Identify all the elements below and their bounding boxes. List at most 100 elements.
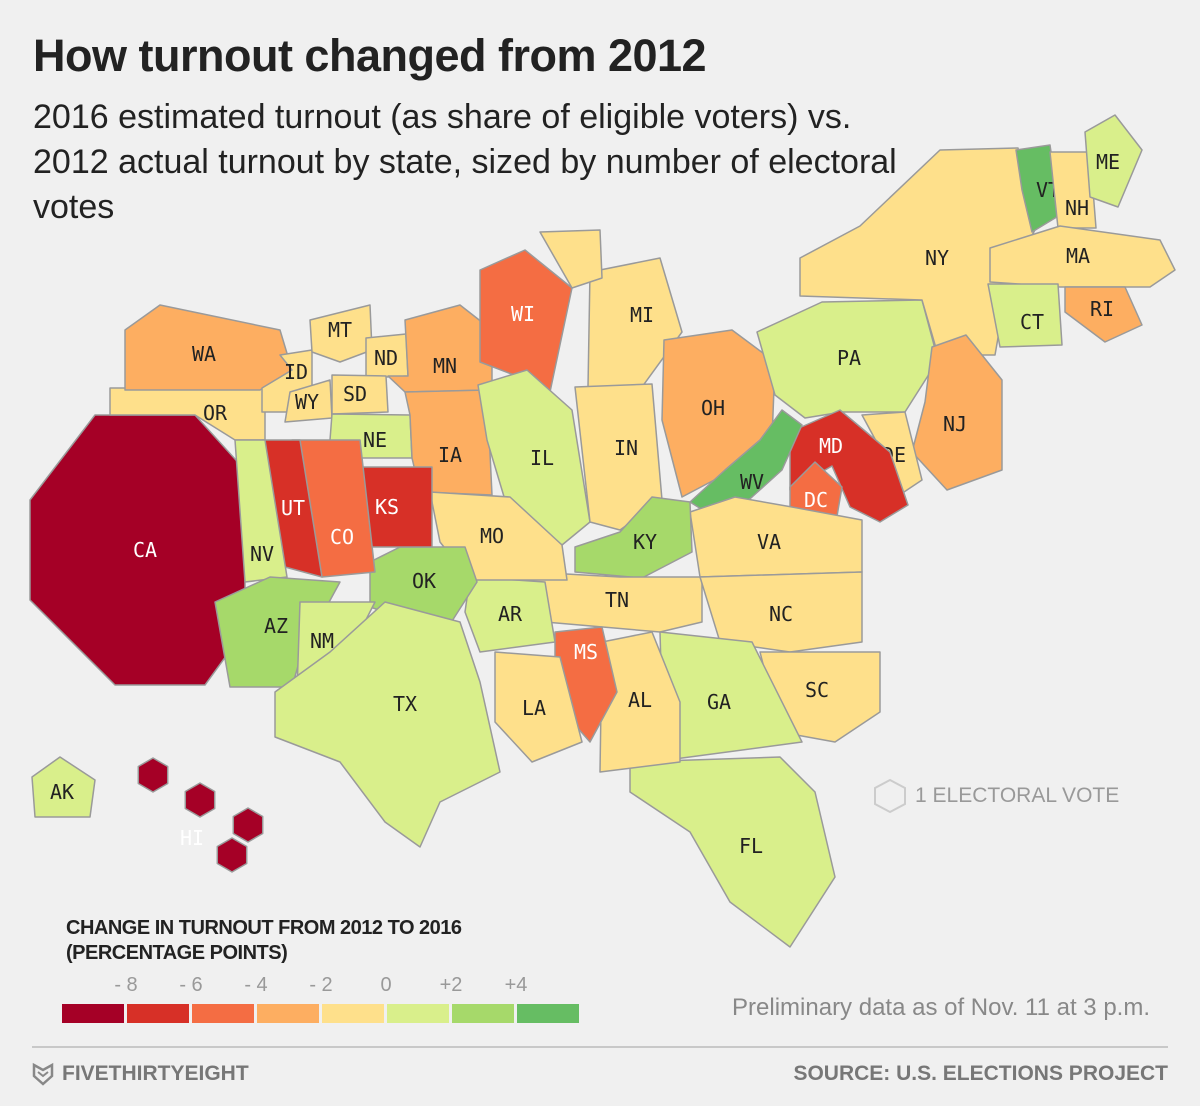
state-me: ME xyxy=(1084,114,1143,208)
state-nd: ND xyxy=(365,333,409,379)
state-label: KS xyxy=(375,495,399,519)
state-label: IN xyxy=(614,436,638,460)
state-tx: TX xyxy=(274,601,501,848)
legend-swatch xyxy=(517,1004,579,1023)
state-label: WY xyxy=(295,390,319,414)
legend-swatch xyxy=(257,1004,319,1023)
state-shape xyxy=(31,756,96,818)
state-shape xyxy=(911,334,1003,491)
legend-color-bar xyxy=(62,1004,579,1023)
brand-name: FIVETHIRTYEIGHT xyxy=(62,1062,249,1085)
state-mn: MN xyxy=(387,304,493,393)
legend-tick: - 6 xyxy=(179,974,203,996)
state-shape xyxy=(574,496,693,579)
state-shape xyxy=(184,782,216,818)
legend-tick: - 8 xyxy=(114,974,138,996)
state-label: MI xyxy=(630,303,654,327)
state-shape xyxy=(1049,151,1097,229)
state-label: AL xyxy=(628,688,652,712)
state-label: CT xyxy=(1020,310,1044,334)
electoral-vote-key-label: 1 ELECTORAL VOTE xyxy=(915,784,1120,807)
state-label: VA xyxy=(757,530,781,554)
state-label: OR xyxy=(203,401,228,425)
legend-swatch xyxy=(322,1004,384,1023)
state-shape xyxy=(539,229,603,289)
state-shape xyxy=(232,807,264,843)
state-label: UT xyxy=(281,496,305,520)
state-wv: WV xyxy=(689,409,803,523)
state-ct: CT xyxy=(987,283,1063,348)
state-shape xyxy=(989,225,1176,288)
state-nh: NH xyxy=(1049,151,1097,229)
state-label: DC xyxy=(804,488,828,512)
legend-ticks: - 8 - 6 - 4 - 2 0 +2 +4 xyxy=(62,974,582,998)
state-shape xyxy=(274,601,501,848)
state-shape xyxy=(331,374,389,415)
state-hi: HI xyxy=(137,757,264,873)
state-shape xyxy=(599,631,681,773)
state-label: FL xyxy=(739,834,763,858)
state-dc: DC xyxy=(789,461,843,523)
preliminary-note: Preliminary data as of Nov. 11 at 3 p.m. xyxy=(732,994,1150,1021)
state-wa: WA xyxy=(124,304,293,391)
state-label: NY xyxy=(925,246,949,270)
state-label: OH xyxy=(701,396,725,420)
state-label: NM xyxy=(310,629,334,653)
state-label: AK xyxy=(50,780,74,804)
electoral-vote-key: 1 ELECTORAL VOTE xyxy=(873,778,1119,814)
state-co: CO xyxy=(291,439,376,578)
state-label: KY xyxy=(633,530,657,554)
legend-tick: +2 xyxy=(439,974,463,996)
legend-title-line1: CHANGE IN TURNOUT FROM 2012 TO 2016 xyxy=(66,917,462,939)
state-mt: MT xyxy=(309,304,373,363)
brand: FIVETHIRTYEIGHT xyxy=(32,1062,249,1086)
state-label: TN xyxy=(605,588,629,612)
state-shape xyxy=(309,304,373,363)
state-ak: AK xyxy=(31,756,96,818)
state-label: CA xyxy=(133,538,157,562)
state-label: AR xyxy=(498,602,523,626)
state-label: WV xyxy=(740,470,764,494)
state-tn: TN xyxy=(529,571,703,633)
state-or: OR xyxy=(109,387,266,441)
state-shape xyxy=(464,576,556,653)
state-shape xyxy=(587,257,683,388)
state-la: LA xyxy=(494,651,583,763)
state-label: NH xyxy=(1065,196,1089,220)
state-label: MT xyxy=(328,318,352,342)
state-label: SD xyxy=(343,382,367,406)
state-ca: CA xyxy=(29,414,246,686)
state-label: RI xyxy=(1090,297,1114,321)
source: SOURCE: U.S. ELECTIONS PROJECT xyxy=(793,1062,1168,1085)
state-label: CO xyxy=(330,525,354,549)
legend-swatch xyxy=(387,1004,449,1023)
state-label: HI xyxy=(180,826,204,850)
state-label: ID xyxy=(284,360,308,384)
state-ar: AR xyxy=(464,576,556,653)
chart-title: How turnout changed from 2012 xyxy=(33,30,707,81)
state-label: IA xyxy=(438,443,462,467)
state-ky: KY xyxy=(574,496,693,579)
legend-tick: - 4 xyxy=(244,974,268,996)
state-al: AL xyxy=(599,631,681,773)
state-fl: FL xyxy=(629,756,836,948)
chart-subtitle: 2016 estimated turnout (as share of elig… xyxy=(33,98,897,226)
state-ma: MA xyxy=(989,225,1176,288)
state-label: MN xyxy=(433,354,457,378)
legend-swatch xyxy=(452,1004,514,1023)
state-sd: SD xyxy=(331,374,389,415)
legend-swatch xyxy=(127,1004,189,1023)
state-label: ND xyxy=(374,346,398,370)
state-shape xyxy=(1084,114,1143,208)
state-ks: KS xyxy=(359,466,433,548)
state-ri: RI xyxy=(1064,286,1143,343)
state-label: GA xyxy=(707,690,731,714)
state-il: IL xyxy=(477,369,591,546)
legend-tick: 0 xyxy=(380,974,392,996)
state-wi: WI xyxy=(479,249,573,393)
legend-title: CHANGE IN TURNOUT FROM 2012 TO 2016 (PER… xyxy=(66,916,462,966)
state-label: NJ xyxy=(943,412,967,436)
state-label: AZ xyxy=(264,614,288,638)
